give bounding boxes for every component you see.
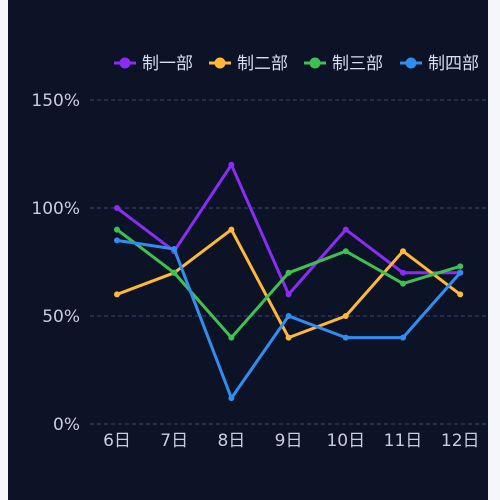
legend-label: 制三部 <box>332 54 383 74</box>
data-point <box>457 269 464 276</box>
series-3 <box>114 226 464 341</box>
data-point <box>114 291 120 298</box>
legend-marker <box>214 57 226 69</box>
data-point <box>285 334 292 341</box>
legend-item: 制三部 <box>304 54 383 74</box>
x-axis-labels: 6日 7日 8日 9日 10日 11日 12日 <box>103 431 479 451</box>
data-point <box>114 226 120 233</box>
y-tick-label: 50% <box>42 307 80 327</box>
x-tick-label: 6日 <box>103 431 131 451</box>
data-point <box>285 313 292 319</box>
data-point <box>285 291 292 298</box>
legend-marker <box>405 57 417 69</box>
data-point <box>228 395 235 402</box>
data-point <box>400 334 406 341</box>
data-point <box>285 269 292 276</box>
x-tick-label: 9日 <box>275 431 303 451</box>
data-point <box>228 226 235 233</box>
data-point <box>400 280 406 287</box>
data-point <box>342 248 349 255</box>
data-point <box>114 205 120 211</box>
data-point <box>171 246 178 253</box>
data-point <box>342 226 349 233</box>
grid-layer <box>90 99 488 425</box>
x-tick-label: 11日 <box>384 431 423 451</box>
data-point <box>400 269 406 276</box>
legend-item: 制四部 <box>400 54 479 74</box>
x-tick-label: 8日 <box>217 431 245 451</box>
data-point <box>171 269 178 276</box>
legend-marker <box>309 57 321 69</box>
data-point <box>457 291 464 298</box>
series-4 <box>114 237 464 402</box>
x-tick-label: 7日 <box>160 431 188 451</box>
x-tick-label: 10日 <box>326 431 365 451</box>
legend-label: 制二部 <box>237 54 288 74</box>
y-tick-label: 0% <box>53 415 80 435</box>
data-point <box>228 334 235 341</box>
data-point <box>342 334 349 341</box>
x-tick-label: 12日 <box>441 431 480 451</box>
y-tick-label: 150% <box>31 91 80 111</box>
legend-label: 制一部 <box>142 54 193 74</box>
legend-item: 制一部 <box>114 54 193 74</box>
legend-label: 制四部 <box>428 54 479 74</box>
data-point <box>342 313 349 319</box>
data-point <box>228 161 235 168</box>
legend-marker <box>119 57 131 69</box>
series-line <box>115 238 462 400</box>
series-layer <box>114 161 464 402</box>
y-tick-label: 100% <box>31 199 80 219</box>
data-point <box>457 263 464 270</box>
legend: 制一部 制二部 制三部 制四部 <box>114 54 479 74</box>
y-axis-labels: 0% 50% 100% 150% <box>31 91 80 435</box>
legend-item: 制二部 <box>209 54 288 74</box>
data-point <box>114 237 120 244</box>
data-point <box>400 248 406 255</box>
chart-panel <box>8 0 488 500</box>
